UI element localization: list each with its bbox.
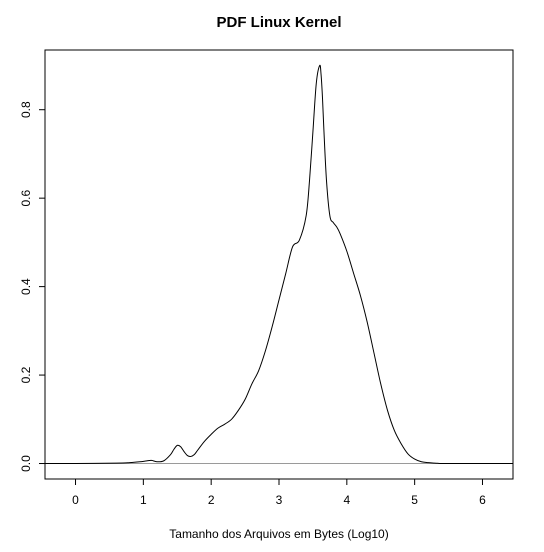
x-tick-label: 5 <box>411 493 418 507</box>
x-axis-label: Tamanho dos Arquivos em Bytes (Log10) <box>169 527 388 541</box>
x-tick-label: 0 <box>72 493 79 507</box>
y-tick-label: 0.0 <box>19 455 33 472</box>
series-group <box>44 64 513 465</box>
density-line <box>44 64 513 465</box>
x-tick-label: 3 <box>276 493 283 507</box>
y-tick-label: 0.8 <box>19 101 33 118</box>
x-tick-label: 4 <box>343 493 350 507</box>
x-tick-label: 6 <box>479 493 486 507</box>
plot-frame <box>44 49 514 480</box>
x-axis: 0 1 2 3 4 5 6 <box>72 479 486 507</box>
y-tick-label: 0.2 <box>19 366 33 383</box>
y-axis: 0.0 0.2 0.4 0.6 0.8 <box>19 101 45 472</box>
y-tick-label: 0.6 <box>19 189 33 206</box>
y-tick-label: 0.4 <box>19 278 33 295</box>
x-tick-label: 2 <box>208 493 215 507</box>
x-tick-label: 1 <box>140 493 147 507</box>
chart-title: PDF Linux Kernel <box>216 14 341 31</box>
